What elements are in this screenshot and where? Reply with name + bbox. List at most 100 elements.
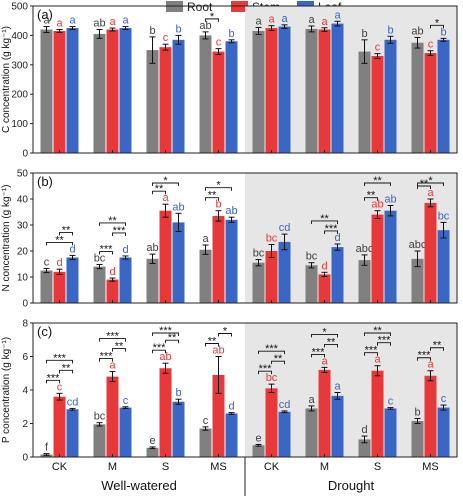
bar-stem [53, 271, 66, 303]
y-tick-label: 30 [17, 221, 29, 232]
bar-leaf [119, 257, 132, 303]
bar-root [305, 265, 318, 303]
sig-stars: ** [327, 336, 336, 348]
x-category-label: CK [52, 461, 68, 473]
sig-stars: ** [373, 175, 382, 187]
sig-letter: a [268, 14, 275, 26]
bar-leaf [384, 39, 397, 154]
bar-root [411, 258, 424, 303]
sig-stars: * [216, 180, 221, 192]
bar-leaf [119, 28, 132, 153]
sig-letter: a [308, 14, 315, 26]
panel-label: (b) [37, 174, 53, 189]
sig-stars: *** [159, 325, 173, 337]
y-tick-label: 500 [11, 2, 28, 13]
plot-frame [32, 5, 458, 154]
sig-letter: bc [94, 411, 106, 423]
sig-letter: c [163, 32, 169, 44]
bar-stem [53, 396, 66, 457]
sig-bracket [364, 197, 378, 201]
sig-letter: a [374, 354, 381, 366]
y-tick-label: 0 [22, 453, 28, 464]
bar-stem [159, 47, 172, 153]
sig-letter: a [56, 18, 63, 30]
bar-stem [318, 29, 331, 153]
bar-stem [424, 375, 437, 457]
bar-stem [159, 368, 172, 457]
y-tick-label: 8 [22, 319, 28, 330]
sig-bracket [364, 332, 391, 336]
sig-bracket [364, 182, 391, 186]
y-axis-label: P concentration (g kg⁻¹) [1, 337, 12, 443]
bar-stem [265, 28, 278, 153]
sig-letter: c [388, 396, 394, 408]
y-tick-label: 300 [11, 60, 28, 71]
sig-bracket [218, 333, 232, 337]
sig-letter: a [69, 15, 76, 27]
bar-leaf [331, 395, 344, 457]
sig-stars: *** [265, 343, 279, 355]
sig-bracket [364, 352, 378, 356]
bar-stem [212, 374, 225, 457]
legend-label-root: Root [187, 0, 213, 14]
panel-label: (c) [37, 324, 52, 339]
sig-bracket [417, 357, 431, 361]
sig-letter: a [427, 187, 434, 199]
sig-bracket [99, 222, 126, 226]
sig-letter: b [361, 28, 367, 40]
sig-stars: *** [312, 346, 326, 358]
sig-letter: d [109, 266, 115, 278]
group-label-well-watered: Well-watered [101, 478, 177, 493]
sig-letter: c [57, 381, 63, 393]
bar-root [199, 249, 212, 303]
bar-root [305, 28, 318, 153]
sig-letter: a [202, 233, 209, 245]
bar-stem [371, 370, 384, 457]
bar-stem [106, 29, 119, 153]
sig-letter: d [321, 260, 327, 272]
sig-stars: * [223, 326, 228, 338]
bar-leaf [225, 413, 238, 457]
y-tick-label: 100 [11, 119, 28, 130]
sig-bracket [152, 190, 166, 195]
bar-leaf [66, 409, 79, 457]
sig-letter: a [427, 359, 434, 371]
sig-stars: ** [55, 234, 64, 246]
sig-letter: bc [266, 233, 278, 245]
plot-frame [32, 172, 458, 304]
bar-root [199, 428, 212, 457]
bar-root [252, 30, 265, 154]
sig-letter: ab [411, 25, 423, 37]
bar-leaf [278, 411, 291, 457]
sig-stars: ** [274, 353, 283, 365]
bar-leaf [66, 28, 79, 153]
sig-letter: ab [146, 242, 158, 254]
sig-stars: ** [208, 336, 217, 348]
sig-bracket [112, 232, 126, 236]
sig-bracket [417, 185, 431, 189]
bar-stem [212, 51, 225, 153]
sig-letter: e [149, 435, 155, 447]
sig-letter: bc [253, 248, 265, 260]
bar-leaf [172, 222, 185, 303]
bar-leaf [225, 41, 238, 153]
sig-stars: *** [47, 372, 61, 384]
sig-bracket [377, 342, 391, 346]
sig-stars: *** [100, 244, 114, 256]
sig-bracket [430, 347, 444, 351]
y-tick-label: 200 [11, 90, 28, 101]
bar-stem [371, 55, 384, 154]
sig-letter: d [361, 424, 367, 436]
x-category-label: S [162, 461, 169, 473]
sig-stars: ** [168, 332, 177, 344]
sig-bracket [205, 18, 219, 22]
bar-root [358, 51, 371, 153]
sig-letter: f [45, 442, 49, 454]
sig-stars: *** [259, 363, 273, 375]
sig-letter: d [334, 232, 340, 244]
bar-leaf [384, 210, 397, 303]
bar-leaf [278, 241, 291, 303]
y-tick-label: 50 [17, 169, 29, 180]
sig-bracket [324, 230, 338, 234]
